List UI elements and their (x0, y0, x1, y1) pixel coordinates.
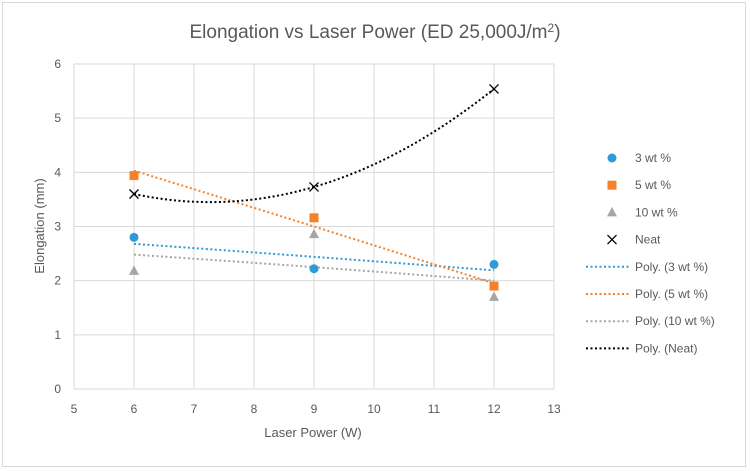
legend: 3 wt % 5 wt % 10 wt % Neat Poly. (3 wt %) Pol… (586, 151, 715, 355)
x-tick-label: 8 (251, 402, 258, 416)
legend-label: Neat (635, 233, 661, 247)
data-point (607, 206, 617, 217)
data-markers (129, 83, 499, 301)
y-tick-label: 4 (54, 165, 61, 179)
x-tick-label: 12 (487, 402, 501, 416)
x-tick-label: 11 (428, 402, 441, 416)
x-tick-label: 10 (367, 402, 381, 416)
data-point (489, 291, 499, 301)
x-tick-label: 6 (131, 402, 138, 416)
legend-label: 10 wt % (635, 205, 678, 219)
data-point (607, 180, 617, 190)
y-tick-label: 3 (54, 220, 61, 234)
legend-label: Poly. (Neat) (635, 341, 697, 355)
x-tick-label: 13 (547, 402, 561, 416)
chart-title: Elongation vs Laser Power (ED 25,000J/m2… (189, 21, 560, 43)
y-tick-label: 6 (54, 57, 61, 71)
legend-label: 3 wt % (635, 151, 671, 165)
x-tick-label: 9 (311, 402, 318, 416)
data-point (309, 264, 319, 274)
data-point (309, 181, 319, 192)
data-point (309, 228, 319, 239)
legend-label: Poly. (5 wt %) (635, 287, 708, 301)
gridlines (73, 63, 555, 390)
data-point (129, 171, 139, 181)
legend-label: Poly. (10 wt %) (635, 314, 715, 328)
data-point (489, 259, 499, 269)
x-tick-label: 7 (191, 402, 198, 416)
y-tick-label: 1 (54, 328, 61, 342)
data-point (607, 234, 617, 245)
trendline (133, 242, 495, 272)
data-point (489, 83, 499, 94)
x-axis-label: Laser Power (W) (264, 425, 362, 440)
data-point (489, 281, 499, 291)
legend-label: Poly. (3 wt %) (635, 260, 708, 274)
data-point (129, 189, 139, 199)
y-tick-label: 5 (54, 111, 61, 125)
data-point (129, 265, 139, 275)
y-tick-label: 2 (54, 274, 61, 288)
x-tick-label: 5 (71, 402, 78, 416)
legend-label: 5 wt % (635, 178, 671, 192)
data-point (309, 213, 319, 223)
data-point (607, 153, 617, 163)
data-point (129, 232, 139, 242)
y-tick-label: 0 (54, 382, 61, 396)
y-axis-label: Elongation (mm) (32, 178, 47, 273)
